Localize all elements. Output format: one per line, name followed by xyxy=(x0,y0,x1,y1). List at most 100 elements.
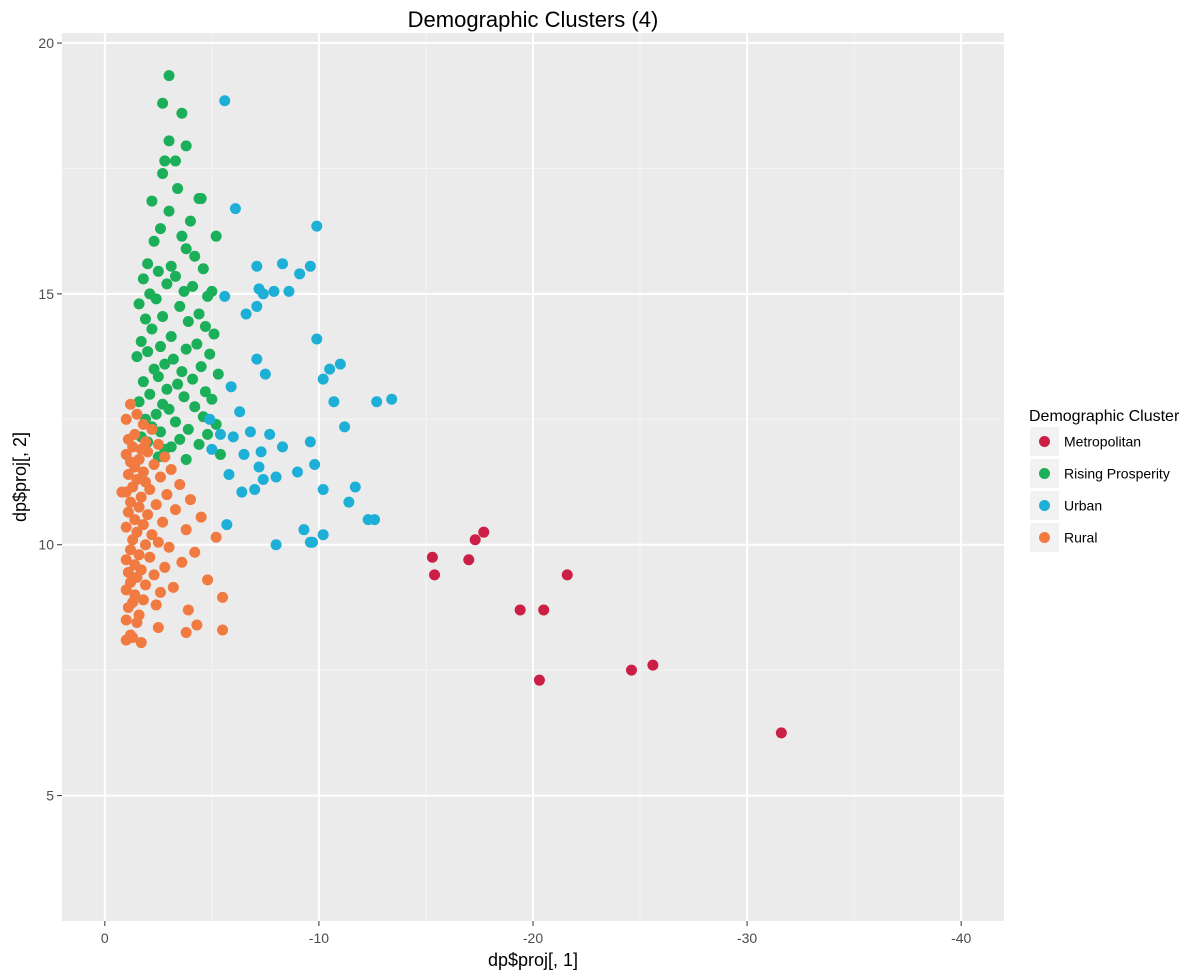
legend-label-metropolitan: Metropolitan xyxy=(1064,434,1141,450)
point-rising-prosperity xyxy=(187,373,199,385)
point-urban xyxy=(328,396,340,408)
point-rising-prosperity xyxy=(187,280,199,292)
point-rising-prosperity xyxy=(142,258,154,270)
point-urban xyxy=(309,458,321,470)
point-rising-prosperity xyxy=(169,416,181,428)
point-rural xyxy=(146,529,158,541)
point-rising-prosperity xyxy=(161,383,173,395)
point-urban xyxy=(221,519,233,531)
point-rising-prosperity xyxy=(137,273,149,285)
point-rising-prosperity xyxy=(146,195,158,207)
point-rising-prosperity xyxy=(135,336,147,348)
point-urban xyxy=(236,486,248,498)
point-rural xyxy=(174,479,186,491)
point-urban xyxy=(257,288,269,300)
point-metropolitan xyxy=(514,604,526,616)
y-tick-label: 10 xyxy=(38,537,54,553)
point-urban xyxy=(339,421,351,433)
point-rural xyxy=(127,441,139,453)
point-rising-prosperity xyxy=(184,215,196,227)
point-rising-prosperity xyxy=(139,313,151,325)
point-rising-prosperity xyxy=(174,300,186,312)
point-rural xyxy=(122,506,134,518)
point-rural xyxy=(120,413,132,425)
point-rising-prosperity xyxy=(193,308,205,320)
point-urban xyxy=(227,431,239,443)
point-urban xyxy=(311,333,323,345)
point-rising-prosperity xyxy=(146,323,158,335)
point-rural xyxy=(139,579,151,591)
point-rising-prosperity xyxy=(180,453,192,465)
point-rising-prosperity xyxy=(152,371,164,383)
point-urban xyxy=(238,448,250,460)
y-tick-label: 5 xyxy=(46,788,54,804)
point-urban xyxy=(298,524,310,536)
point-rural xyxy=(135,491,147,503)
point-metropolitan xyxy=(561,569,573,581)
point-rising-prosperity xyxy=(199,386,211,398)
point-rural xyxy=(120,521,132,533)
point-urban xyxy=(349,481,361,493)
point-metropolitan xyxy=(469,534,481,546)
legend: Demographic Cluster Metropolitan Rising P… xyxy=(1029,408,1180,552)
point-urban xyxy=(294,268,306,280)
point-rising-prosperity xyxy=(154,426,166,438)
point-rural xyxy=(180,524,192,536)
point-rural xyxy=(127,534,139,546)
point-urban xyxy=(270,539,282,551)
point-rural xyxy=(150,599,162,611)
point-rural xyxy=(217,591,229,603)
point-metropolitan xyxy=(426,551,438,563)
legend-marker-urban xyxy=(1039,500,1050,511)
data-points xyxy=(116,70,787,739)
x-axis-ticks: 0 -10 -20 -30 -40 xyxy=(101,921,972,946)
point-rising-prosperity xyxy=(172,378,184,390)
point-rising-prosperity xyxy=(178,391,190,403)
point-urban xyxy=(264,428,276,440)
y-axis-title: dp$proj[, 2] xyxy=(10,432,30,522)
point-urban xyxy=(257,474,269,486)
point-rural xyxy=(152,536,164,548)
point-rural xyxy=(122,468,134,480)
point-metropolitan xyxy=(625,664,637,676)
point-rising-prosperity xyxy=(208,328,220,340)
point-urban xyxy=(369,514,381,526)
point-rising-prosperity xyxy=(131,351,143,363)
point-rural xyxy=(116,486,128,498)
point-rising-prosperity xyxy=(206,393,218,405)
point-rising-prosperity xyxy=(174,433,186,445)
point-rising-prosperity xyxy=(163,70,175,82)
point-rural xyxy=(210,531,222,543)
point-rising-prosperity xyxy=(150,293,162,305)
point-urban xyxy=(244,426,256,438)
point-rising-prosperity xyxy=(154,341,166,353)
point-urban xyxy=(317,529,329,541)
point-urban xyxy=(317,484,329,496)
point-urban xyxy=(251,300,263,312)
point-rural xyxy=(137,466,149,478)
point-rural xyxy=(133,501,145,513)
point-rural xyxy=(148,569,160,581)
point-rural xyxy=(152,438,164,450)
point-rising-prosperity xyxy=(202,290,214,302)
point-urban xyxy=(304,260,316,272)
point-rising-prosperity xyxy=(163,403,175,415)
point-rural xyxy=(144,484,156,496)
point-rising-prosperity xyxy=(180,343,192,355)
point-rising-prosperity xyxy=(165,331,177,343)
point-urban xyxy=(234,406,246,418)
x-tick-label: -40 xyxy=(951,930,971,946)
point-urban xyxy=(283,285,295,297)
x-tick-label: -20 xyxy=(523,930,543,946)
point-rural xyxy=(120,554,132,566)
point-rural xyxy=(120,584,132,596)
point-rural xyxy=(135,637,147,649)
point-rural xyxy=(139,539,151,551)
chart-title: Demographic Clusters (4) xyxy=(408,7,659,32)
y-tick-label: 15 xyxy=(38,286,54,302)
point-rural xyxy=(133,549,145,561)
point-rural xyxy=(165,463,177,475)
point-rural xyxy=(195,511,207,523)
point-rising-prosperity xyxy=(150,408,162,420)
point-rural xyxy=(122,601,134,613)
